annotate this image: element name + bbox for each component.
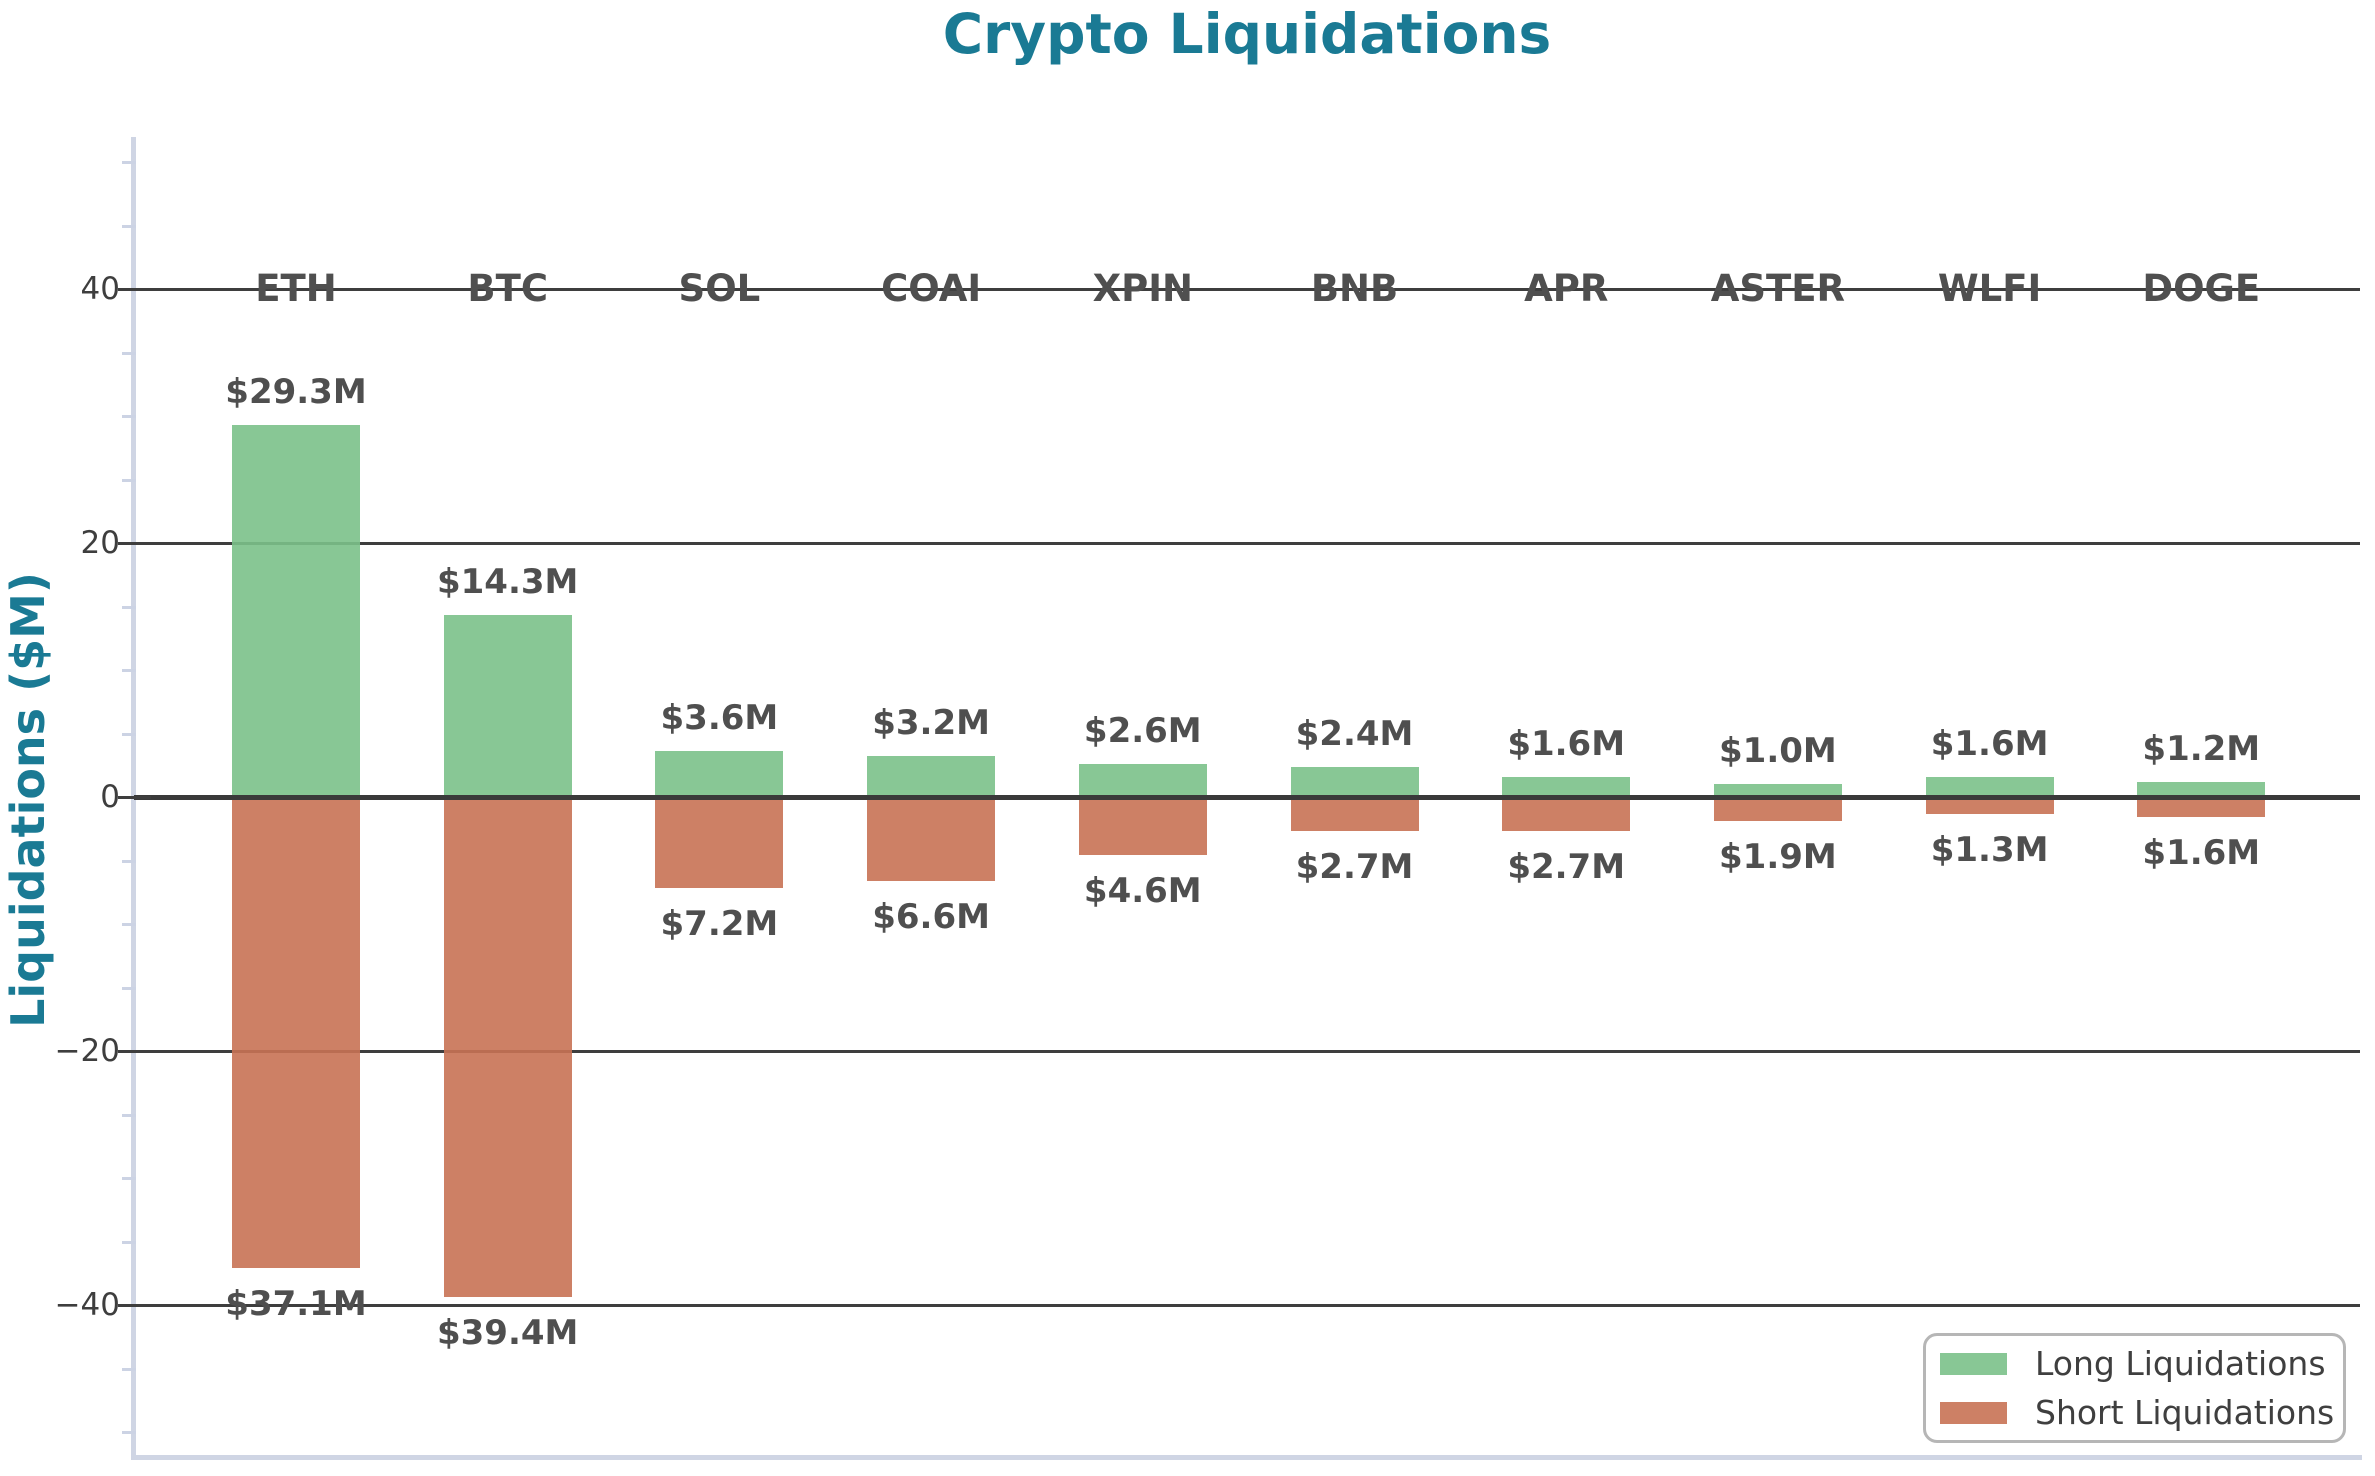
legend: Long Liquidations Short Liquidations [1923, 1333, 2346, 1443]
short-bar-btc [443, 797, 572, 1298]
category-label-aster: ASTER [1710, 267, 1846, 310]
category-label-wlfi: WLFI [1937, 267, 2042, 310]
y-tick-label: −20 [54, 1033, 120, 1069]
y-major-tick [118, 541, 151, 545]
short-bar-sol [655, 797, 784, 889]
y-minor-tick [122, 415, 136, 418]
y-minor-tick [122, 478, 136, 482]
short-value-label-apr: $2.7M [1507, 847, 1626, 888]
y-minor-tick [122, 351, 136, 355]
long-bar-sol [655, 751, 784, 797]
long-value-label-wlfi: $1.6M [1930, 723, 2049, 764]
long-bar-aster [1713, 784, 1842, 797]
y-tick-label: 40 [80, 271, 120, 307]
long-value-label-aster: $1.0M [1719, 731, 1837, 772]
short-value-label-wlfi: $1.3M [1930, 829, 2049, 870]
category-label-sol: SOL [678, 267, 761, 310]
short-value-label-coai: $6.6M [872, 896, 990, 937]
y-minor-tick [122, 923, 136, 926]
long-bar-apr [1502, 776, 1631, 797]
y-minor-tick [122, 859, 136, 863]
long-liquidations-swatch [1940, 1352, 2007, 1375]
y-minor-tick [122, 986, 136, 990]
long-bar-bnb [1290, 766, 1419, 797]
long-bar-wlfi [1925, 776, 2054, 797]
legend-row-long: Long Liquidations [1940, 1344, 2343, 1384]
category-label-apr: APR [1524, 267, 1609, 310]
y-minor-tick [122, 669, 136, 672]
long-value-label-xpin: $2.6M [1083, 710, 1202, 751]
legend-label-short: Short Liquidations [2035, 1393, 2335, 1432]
left-spine [131, 137, 136, 1460]
legend-label-long: Long Liquidations [2035, 1344, 2326, 1383]
long-bar-eth [232, 424, 360, 797]
short-value-label-eth: $37.1M [225, 1284, 367, 1325]
category-label-coai: COAI [881, 267, 982, 310]
short-bar-aster [1713, 797, 1842, 822]
long-value-label-apr: $1.6M [1507, 723, 1626, 764]
y-minor-tick [122, 1367, 136, 1371]
long-bar-doge [2137, 781, 2266, 797]
long-value-label-sol: $3.6M [660, 698, 779, 739]
long-value-label-coai: $3.2M [872, 703, 990, 744]
short-bar-eth [232, 797, 360, 1269]
short-bar-xpin [1078, 797, 1207, 856]
short-bar-doge [2137, 797, 2266, 818]
y-tick-label: 0 [100, 779, 120, 815]
bottom-spine [131, 1455, 2362, 1460]
short-value-label-btc: $39.4M [436, 1313, 579, 1354]
category-label-xpin: XPIN [1092, 267, 1193, 310]
y-minor-tick [122, 1177, 136, 1180]
short-bar-bnb [1290, 797, 1419, 832]
y-minor-tick [122, 224, 136, 228]
short-value-label-doge: $1.6M [2142, 833, 2261, 874]
y-major-tick [118, 795, 151, 799]
category-label-doge: DOGE [2142, 267, 2261, 310]
long-value-label-eth: $29.3M [225, 371, 367, 412]
long-value-label-bnb: $2.4M [1295, 713, 1414, 754]
legend-row-short: Short Liquidations [1940, 1393, 2343, 1433]
y-minor-tick [122, 1240, 136, 1244]
short-value-label-bnb: $2.7M [1295, 847, 1414, 888]
category-label-btc: BTC [467, 267, 548, 310]
gridline-y-40 [134, 1303, 2360, 1307]
category-label-eth: ETH [255, 267, 337, 310]
short-liquidations-swatch [1940, 1401, 2007, 1424]
y-minor-tick [122, 732, 136, 736]
y-minor-tick [122, 1431, 136, 1434]
gridline-y-20 [134, 1049, 2360, 1053]
long-value-label-doge: $1.2M [2142, 728, 2261, 769]
y-minor-tick [122, 605, 136, 609]
short-bar-coai [867, 797, 996, 881]
short-bar-wlfi [1925, 797, 2054, 814]
long-bar-xpin [1078, 763, 1207, 797]
long-bar-coai [867, 756, 996, 797]
gridline-y20 [134, 541, 2360, 545]
y-major-tick [118, 1049, 151, 1053]
y-minor-tick [122, 161, 136, 164]
long-bar-btc [443, 615, 572, 797]
y-major-tick [118, 287, 151, 291]
zero-axis-line [134, 794, 2360, 800]
y-tick-label: 20 [80, 525, 120, 561]
long-value-label-btc: $14.3M [436, 562, 579, 603]
short-value-label-aster: $1.9M [1719, 837, 1837, 878]
y-minor-tick [122, 1113, 136, 1117]
category-label-bnb: BNB [1310, 267, 1399, 310]
y-tick-label: −40 [54, 1287, 120, 1323]
y-major-tick [118, 1303, 151, 1307]
short-bar-apr [1502, 797, 1631, 832]
short-value-label-xpin: $4.6M [1083, 871, 1202, 912]
chart-title: Crypto Liquidations [942, 2, 1552, 66]
short-value-label-sol: $7.2M [660, 904, 779, 945]
gridline-y40 [134, 287, 2360, 291]
